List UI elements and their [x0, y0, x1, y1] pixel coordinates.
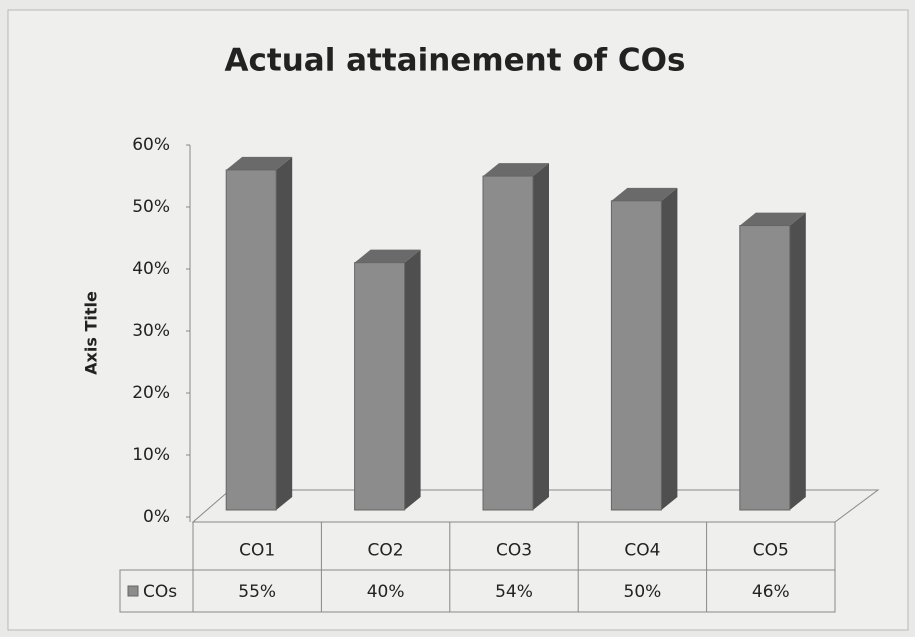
- bar-top: [739, 212, 806, 226]
- y-tick-label: 0%: [143, 507, 170, 527]
- data-label: 50%: [624, 582, 662, 602]
- bar: [225, 169, 277, 511]
- table-border: [119, 522, 835, 613]
- legend-label: COs: [143, 582, 177, 602]
- bar-side: [533, 163, 549, 510]
- y-tick-label: 40%: [132, 259, 170, 279]
- bar-side: [276, 156, 293, 510]
- bar-top: [226, 156, 293, 170]
- bar-top: [354, 249, 421, 263]
- y-tick-label: 20%: [132, 383, 170, 403]
- bar-side: [404, 249, 421, 510]
- x-tick-label: CO2: [368, 541, 404, 561]
- bar-top: [483, 163, 549, 177]
- data-label: 46%: [752, 582, 790, 602]
- data-label: 54%: [495, 582, 533, 602]
- bar: [354, 262, 406, 511]
- x-tick-label: CO3: [496, 541, 532, 561]
- y-tick-label: 10%: [132, 445, 170, 465]
- bar: [739, 225, 791, 511]
- x-tick-label: CO5: [753, 541, 789, 561]
- chart-title: Actual attainement of COs: [225, 43, 686, 79]
- legend-swatch: [127, 585, 139, 597]
- y-tick-label: 60%: [132, 135, 170, 155]
- bar-side: [661, 187, 678, 511]
- bar: [610, 200, 662, 511]
- bar-top: [611, 187, 678, 201]
- table-border: [193, 522, 836, 613]
- data-label: 40%: [367, 582, 405, 602]
- bar-side: [789, 212, 806, 511]
- y-axis-title: Axis Title: [82, 291, 101, 375]
- y-tick-label: 30%: [132, 321, 170, 341]
- bar: [482, 175, 534, 511]
- x-tick-label: CO4: [624, 541, 660, 561]
- data-label: 55%: [238, 582, 276, 602]
- x-tick-label: CO1: [239, 541, 275, 561]
- y-tick-label: 50%: [132, 197, 170, 217]
